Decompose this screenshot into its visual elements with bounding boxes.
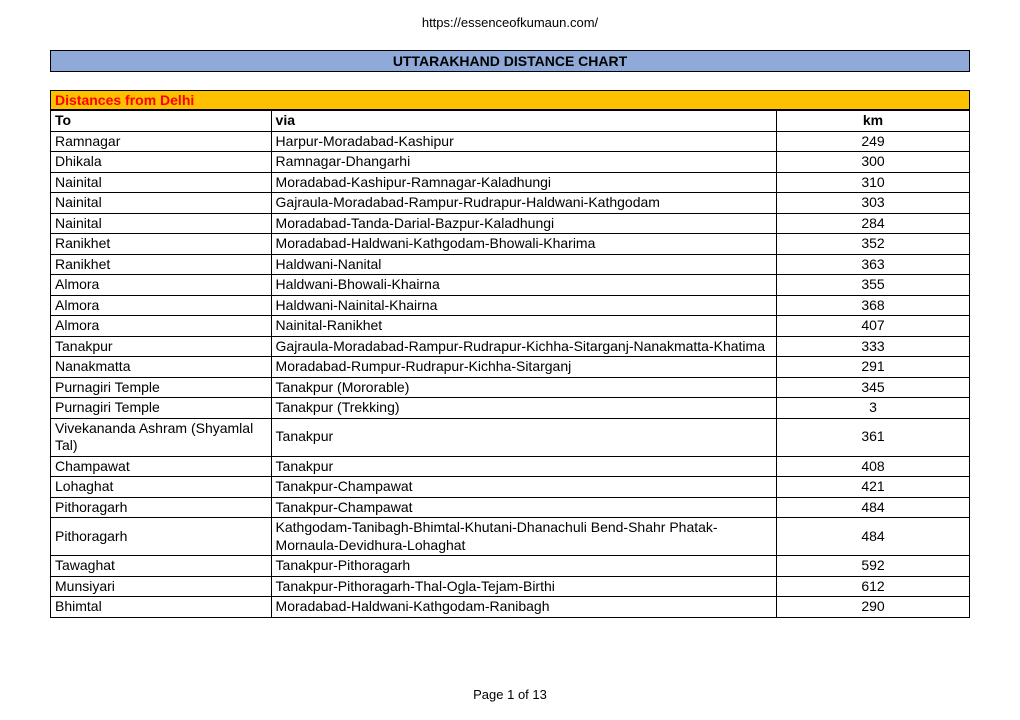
cell-via: Harpur-Moradabad-Kashipur [271,131,776,152]
cell-to: Nainital [51,213,272,234]
col-header-via: via [271,111,776,132]
table-row: LohaghatTanakpur-Champawat421 [51,477,970,498]
table-row: AlmoraHaldwani-Nainital-Khairna368 [51,295,970,316]
title-bar: UTTARAKHAND DISTANCE CHART [50,50,970,72]
cell-via: Moradabad-Rumpur-Rudrapur-Kichha-Sitarga… [271,357,776,378]
cell-km: 300 [777,152,970,173]
cell-via: Moradabad-Haldwani-Kathgodam-Bhowali-Kha… [271,234,776,255]
cell-to: Almora [51,275,272,296]
cell-km: 291 [777,357,970,378]
table-row: RanikhetMoradabad-Haldwani-Kathgodam-Bho… [51,234,970,255]
table-row: DhikalaRamnagar-Dhangarhi300 [51,152,970,173]
cell-to: Pithoragarh [51,518,272,556]
cell-via: Moradabad-Tanda-Darial-Bazpur-Kaladhungi [271,213,776,234]
table-row: RanikhetHaldwani-Nanital363 [51,254,970,275]
cell-to: Purnagiri Temple [51,398,272,419]
table-row: Purnagiri TempleTanakpur (Mororable)345 [51,377,970,398]
cell-km: 421 [777,477,970,498]
table-row: NainitalMoradabad-Tanda-Darial-Bazpur-Ka… [51,213,970,234]
cell-via: Tanakpur [271,456,776,477]
cell-km: 612 [777,576,970,597]
col-header-km: km [777,111,970,132]
cell-to: Vivekananda Ashram (Shyamlal Tal) [51,418,272,456]
cell-km: 407 [777,316,970,337]
cell-km: 361 [777,418,970,456]
cell-via: Tanakpur (Trekking) [271,398,776,419]
cell-to: Bhimtal [51,597,272,618]
cell-km: 484 [777,497,970,518]
cell-via: Tanakpur-Champawat [271,497,776,518]
table-row: RamnagarHarpur-Moradabad-Kashipur249 [51,131,970,152]
table-row: PithoragarhTanakpur-Champawat484 [51,497,970,518]
cell-to: Tawaghat [51,556,272,577]
cell-km: 333 [777,336,970,357]
cell-km: 355 [777,275,970,296]
col-header-to: To [51,111,272,132]
cell-to: Almora [51,295,272,316]
table-row: MunsiyariTanakpur-Pithoragarh-Thal-Ogla-… [51,576,970,597]
table-row: NainitalGajraula-Moradabad-Rampur-Rudrap… [51,193,970,214]
cell-to: Nainital [51,193,272,214]
page-footer: Page 1 of 13 [0,687,1020,702]
cell-to: Nainital [51,172,272,193]
cell-to: Purnagiri Temple [51,377,272,398]
cell-to: Ranikhet [51,234,272,255]
cell-to: Almora [51,316,272,337]
cell-via: Gajraula-Moradabad-Rampur-Rudrapur-Haldw… [271,193,776,214]
cell-via: Nainital-Ranikhet [271,316,776,337]
cell-to: Nanakmatta [51,357,272,378]
cell-via: Tanakpur [271,418,776,456]
cell-to: Ranikhet [51,254,272,275]
cell-km: 408 [777,456,970,477]
section-header: Distances from Delhi [50,90,970,110]
cell-via: Kathgodam-Tanibagh-Bhimtal-Khutani-Dhana… [271,518,776,556]
cell-via: Haldwani-Nanital [271,254,776,275]
cell-km: 363 [777,254,970,275]
cell-km: 592 [777,556,970,577]
cell-via: Tanakpur-Pithoragarh-Thal-Ogla-Tejam-Bir… [271,576,776,597]
cell-km: 368 [777,295,970,316]
cell-to: Lohaghat [51,477,272,498]
table-row: BhimtalMoradabad-Haldwani-Kathgodam-Rani… [51,597,970,618]
table-row: NainitalMoradabad-Kashipur-Ramnagar-Kala… [51,172,970,193]
cell-km: 290 [777,597,970,618]
cell-km: 484 [777,518,970,556]
table-row: AlmoraNainital-Ranikhet407 [51,316,970,337]
cell-km: 284 [777,213,970,234]
cell-via: Haldwani-Nainital-Khairna [271,295,776,316]
distance-table: To via km RamnagarHarpur-Moradabad-Kashi… [50,110,970,618]
table-row: NanakmattaMoradabad-Rumpur-Rudrapur-Kich… [51,357,970,378]
cell-km: 345 [777,377,970,398]
cell-km: 303 [777,193,970,214]
cell-km: 3 [777,398,970,419]
table-row: Purnagiri TempleTanakpur (Trekking)3 [51,398,970,419]
table-row: TawaghatTanakpur-Pithoragarh592 [51,556,970,577]
cell-to: Dhikala [51,152,272,173]
table-header-row: To via km [51,111,970,132]
cell-to: Ramnagar [51,131,272,152]
header-url: https://essenceofkumaun.com/ [50,15,970,30]
cell-to: Champawat [51,456,272,477]
cell-to: Tanakpur [51,336,272,357]
table-row: PithoragarhKathgodam-Tanibagh-Bhimtal-Kh… [51,518,970,556]
table-row: TanakpurGajraula-Moradabad-Rampur-Rudrap… [51,336,970,357]
cell-km: 249 [777,131,970,152]
cell-to: Pithoragarh [51,497,272,518]
cell-via: Moradabad-Kashipur-Ramnagar-Kaladhungi [271,172,776,193]
cell-via: Haldwani-Bhowali-Khairna [271,275,776,296]
table-row: ChampawatTanakpur408 [51,456,970,477]
cell-via: Ramnagar-Dhangarhi [271,152,776,173]
table-row: Vivekananda Ashram (Shyamlal Tal)Tanakpu… [51,418,970,456]
cell-via: Gajraula-Moradabad-Rampur-Rudrapur-Kichh… [271,336,776,357]
cell-via: Tanakpur (Mororable) [271,377,776,398]
table-row: AlmoraHaldwani-Bhowali-Khairna355 [51,275,970,296]
cell-via: Tanakpur-Pithoragarh [271,556,776,577]
cell-via: Tanakpur-Champawat [271,477,776,498]
cell-km: 352 [777,234,970,255]
cell-to: Munsiyari [51,576,272,597]
cell-km: 310 [777,172,970,193]
cell-via: Moradabad-Haldwani-Kathgodam-Ranibagh [271,597,776,618]
